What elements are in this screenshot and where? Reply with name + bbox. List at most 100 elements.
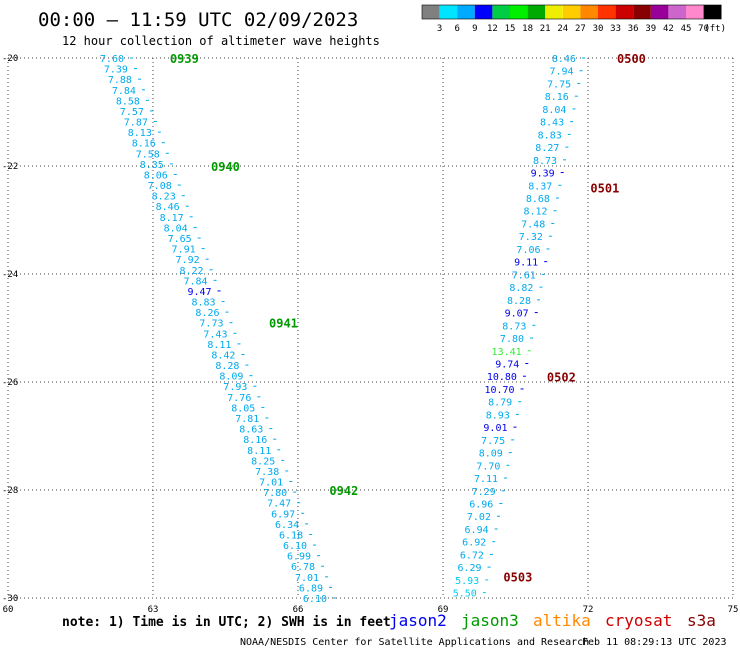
wave-height-value: 8.83 xyxy=(538,130,562,141)
footer-timestamp: Feb 11 08:29:13 UTC 2023 xyxy=(582,637,727,648)
color-swatch xyxy=(650,5,669,19)
wave-height-value: 8.25 xyxy=(251,456,275,467)
wave-height-value: 7.11 xyxy=(474,474,498,485)
color-scale-label: 33 xyxy=(610,24,621,34)
wave-height-value: 7.01 xyxy=(295,573,319,584)
wave-height-value: 7.38 xyxy=(255,467,279,478)
wave-height-value: 8.46 xyxy=(552,54,576,65)
wave-height-value: 8.23 xyxy=(152,192,176,203)
color-scale-label: 45 xyxy=(681,24,692,34)
wave-height-value: 7.32 xyxy=(519,232,543,243)
wave-height-value: 8.35 xyxy=(140,160,164,171)
color-swatch xyxy=(686,5,704,19)
legend-item: s3a xyxy=(687,611,716,630)
wave-height-value: 7.84 xyxy=(183,276,207,287)
wave-height-value: 6.78 xyxy=(291,562,315,573)
color-swatch xyxy=(703,5,722,19)
x-tick-label: 60 xyxy=(3,605,14,615)
wave-height-value: 8.73 xyxy=(533,156,557,167)
wave-height-value: 7.84 xyxy=(112,86,136,97)
wave-height-value: 8.09 xyxy=(479,449,503,460)
wave-height-value: 9.39 xyxy=(531,169,555,180)
wave-height-value: 8.05 xyxy=(231,403,255,414)
wave-height-value: 8.26 xyxy=(195,308,219,319)
wave-height-value: 7.39 xyxy=(104,65,128,76)
y-tick-label: -20 xyxy=(2,54,18,64)
wave-height-value: 9.74 xyxy=(495,359,519,370)
wave-height-value: 7.02 xyxy=(467,512,491,523)
color-scale-unit: (ft) xyxy=(704,24,726,34)
color-scale-label: 36 xyxy=(628,24,639,34)
wave-height-value: 8.04 xyxy=(542,105,566,116)
wave-height-value: 6.34 xyxy=(275,520,299,531)
wave-height-value: 9.11 xyxy=(514,258,538,269)
color-swatch xyxy=(598,5,616,19)
wave-height-value: 7.91 xyxy=(172,245,196,256)
wave-height-value: 8.13 xyxy=(128,128,152,139)
color-scale-label: 12 xyxy=(487,24,498,34)
color-swatch xyxy=(580,5,598,19)
wave-height-value: 7.06 xyxy=(516,245,540,256)
wave-height-value: 6.96 xyxy=(469,500,493,511)
wave-height-value: 6.29 xyxy=(457,563,481,574)
y-tick-label: -26 xyxy=(2,378,18,388)
wave-height-value: 10.70 xyxy=(484,385,514,396)
wave-height-value: 6.18 xyxy=(279,530,303,541)
wave-height-value: 7.80 xyxy=(263,488,287,499)
color-scale-label: 18 xyxy=(522,24,533,34)
time-label: 0939 xyxy=(170,52,199,66)
wave-height-value: 6.97 xyxy=(271,509,295,520)
wave-height-value: 8.12 xyxy=(524,207,548,218)
wave-height-value: 7.94 xyxy=(549,67,573,78)
footer-note: note: 1) Time is in UTC; 2) SWH is in fe… xyxy=(62,615,391,630)
wave-height-value: 7.93 xyxy=(223,382,247,393)
legend-item: jason2 xyxy=(389,611,447,630)
wave-height-value: 8.11 xyxy=(247,446,271,457)
wave-height-value: 8.43 xyxy=(540,118,564,129)
wave-height-value: 8.16 xyxy=(545,92,569,103)
wave-height-value: 7.60 xyxy=(100,54,124,65)
wave-height-value: 8.83 xyxy=(191,298,215,309)
color-swatch xyxy=(562,5,581,19)
y-tick-label: -22 xyxy=(2,162,18,172)
color-scale-label: 6 xyxy=(454,24,459,34)
color-swatch xyxy=(474,5,493,19)
color-scale-label: 3 xyxy=(437,24,442,34)
wave-height-value: 7.75 xyxy=(481,436,505,447)
wave-height-value: 7.47 xyxy=(267,499,291,510)
color-swatch xyxy=(633,5,651,19)
wave-height-value: 8.93 xyxy=(486,410,510,421)
time-label: 0940 xyxy=(211,160,240,174)
satellite-legend: jason2 jason3 altika cryosat s3a xyxy=(389,611,716,630)
color-scale-frame xyxy=(421,4,722,20)
wave-height-value: 7.61 xyxy=(512,270,536,281)
time-label: 0503 xyxy=(503,570,532,584)
wave-height-value: 5.50 xyxy=(453,589,477,600)
x-tick-label: 75 xyxy=(728,605,739,615)
wave-height-value: 6.99 xyxy=(287,552,311,563)
wave-height-value: 8.09 xyxy=(219,372,243,383)
footer-credit: NOAA/NESDIS Center for Satellite Applica… xyxy=(240,637,589,648)
x-tick-label: 72 xyxy=(583,605,594,615)
wave-height-value: 7.29 xyxy=(472,487,496,498)
plot-area: 60 63 66 69 72 75-20-22-24-26-28-307.607.397.… xyxy=(2,52,738,615)
color-swatch xyxy=(668,5,686,19)
wave-height-value: 8.17 xyxy=(160,213,184,224)
wave-height-value: 7.88 xyxy=(108,75,132,86)
legend-item: altika xyxy=(533,611,591,630)
color-scale-label: 15 xyxy=(505,24,516,34)
color-swatch xyxy=(527,5,546,19)
y-tick-label: -30 xyxy=(2,594,18,604)
wave-height-value: 5.93 xyxy=(455,576,479,587)
color-swatch xyxy=(615,5,634,19)
chart-title: 00:00 – 11:59 UTC 02/09/2023 xyxy=(38,9,358,31)
color-swatch xyxy=(422,5,440,19)
wave-height-value: 8.79 xyxy=(488,398,512,409)
wave-height-value: 8.28 xyxy=(215,361,239,372)
wave-height-value: 7.81 xyxy=(235,414,259,425)
wave-height-value: 8.73 xyxy=(502,321,526,332)
wave-height-value: 6.72 xyxy=(460,550,484,561)
wave-height-value: 8.37 xyxy=(528,181,552,192)
wave-height-value: 8.68 xyxy=(526,194,550,205)
color-swatch xyxy=(545,5,563,19)
